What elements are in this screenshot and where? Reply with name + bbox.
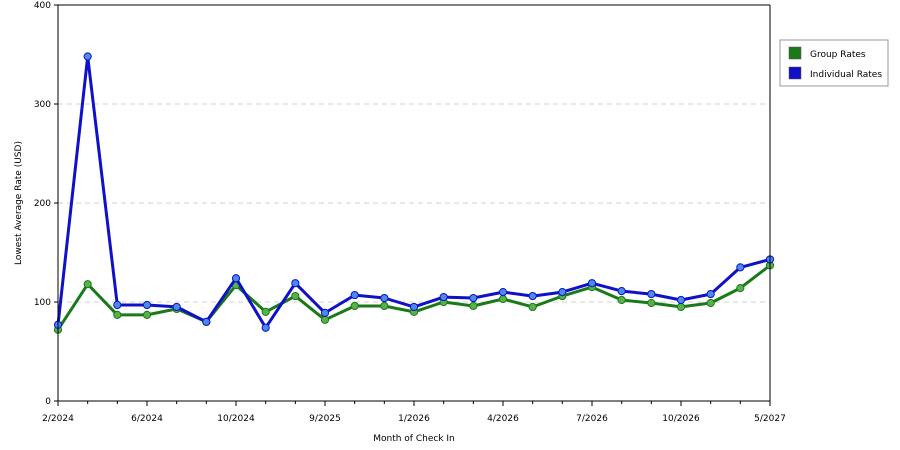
data-point-1-16 <box>528 291 537 301</box>
y-tick-label-400: 400 <box>34 1 51 11</box>
x-tick-label-3: 9/2025 <box>309 414 341 424</box>
data-point-0-3 <box>142 310 152 319</box>
data-point-1-15 <box>498 288 508 297</box>
y-tick-label-0: 0 <box>45 397 51 407</box>
x-tick-label-5: 4/2026 <box>487 414 519 424</box>
x-tick-label-8: 5/2027 <box>754 414 786 424</box>
data-point-1-12 <box>409 302 419 312</box>
data-point-1-2 <box>113 300 122 310</box>
grid-lines <box>58 103 770 303</box>
data-point-0-1 <box>83 280 92 289</box>
y-tick-label-300: 300 <box>34 100 51 110</box>
data-point-1-13 <box>439 292 448 302</box>
data-point-1-19 <box>617 287 626 296</box>
data-point-1-6 <box>231 274 241 283</box>
data-point-1-14 <box>469 293 478 303</box>
x-tick-label-6: 7/2026 <box>576 414 608 424</box>
data-point-0-22 <box>706 298 715 308</box>
data-point-1-11 <box>380 293 389 303</box>
y-axis-title: Lowest Average Rate (USD) <box>14 141 24 265</box>
series-layer <box>53 52 775 334</box>
data-point-0-19 <box>617 295 626 305</box>
data-point-1-5 <box>202 317 211 326</box>
x-tick-label-2: 10/2024 <box>217 414 255 424</box>
data-point-1-7 <box>261 323 270 332</box>
data-point-1-21 <box>676 295 686 305</box>
legend-swatch-individual-rates <box>788 66 802 80</box>
data-point-1-23 <box>736 263 745 272</box>
legend: Group Rates Individual Rates <box>779 39 889 87</box>
data-point-0-7 <box>261 307 270 316</box>
data-point-0-16 <box>528 302 537 312</box>
legend-label-individual-rates: Individual Rates <box>810 70 882 80</box>
data-point-0-11 <box>380 301 389 311</box>
x-axis-title: Month of Check In <box>373 434 455 444</box>
data-point-1-4 <box>172 302 181 312</box>
data-point-0-21 <box>676 302 686 312</box>
axes: 0 100 200 300 400 2/2024 6/2024 10/2024 9/2025 1/… <box>34 1 786 424</box>
data-point-1-9 <box>320 308 330 317</box>
series-1 <box>53 52 775 332</box>
data-point-1-10 <box>350 290 359 300</box>
data-point-0-10 <box>350 301 359 311</box>
x-tick-label-4: 1/2026 <box>398 414 430 424</box>
x-tick-label-1: 6/2024 <box>131 414 163 424</box>
y-tick-label-100: 100 <box>34 298 51 308</box>
data-point-1-20 <box>647 289 656 299</box>
data-point-0-15 <box>498 294 508 304</box>
data-point-1-3 <box>142 300 152 310</box>
data-point-0-23 <box>736 284 745 293</box>
y-tick-label-200: 200 <box>34 199 51 209</box>
data-point-1-18 <box>587 279 597 288</box>
legend-label-group-rates: Group Rates <box>810 50 866 60</box>
data-point-0-9 <box>320 315 330 324</box>
x-tick-label-0: 2/2024 <box>42 414 74 424</box>
data-point-1-8 <box>291 279 300 288</box>
legend-swatch-group-rates <box>788 46 802 60</box>
x-tick-label-7: 10/2026 <box>662 414 700 424</box>
data-point-0-20 <box>647 298 656 308</box>
data-point-0-8 <box>291 291 300 301</box>
data-point-1-1 <box>83 52 92 61</box>
data-point-0-14 <box>469 301 478 311</box>
data-point-0-2 <box>113 310 122 319</box>
series-line-1 <box>56 55 771 330</box>
data-point-1-22 <box>706 289 715 299</box>
data-point-1-17 <box>558 288 567 297</box>
